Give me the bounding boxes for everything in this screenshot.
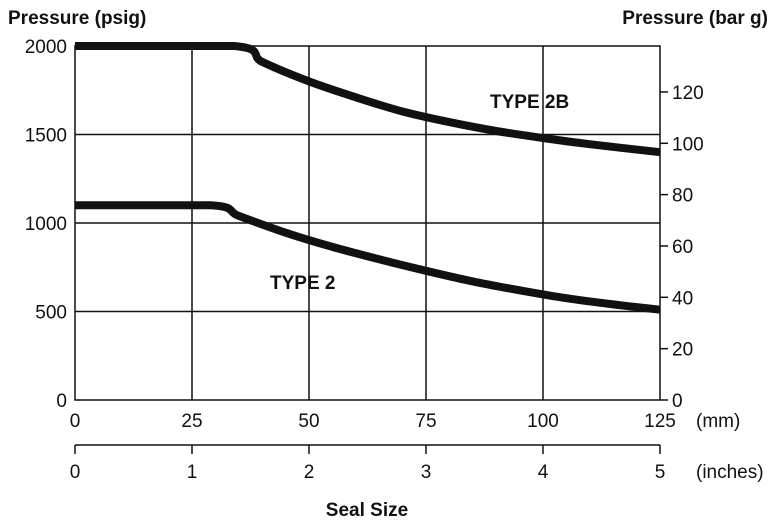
x-mm-tick-label: 100: [527, 411, 559, 432]
x-mm-tick-label: 125: [644, 411, 676, 432]
series-line-type-2: [75, 201, 661, 314]
x-inches-tick-label: 1: [187, 462, 198, 483]
y-right-axis-title: Pressure (bar g): [622, 8, 768, 29]
x-inches-tick-label: 4: [538, 462, 549, 483]
x-mm-tick-label: 25: [181, 411, 202, 432]
series-lines: [75, 42, 661, 314]
series-label-type-2b: TYPE 2B: [490, 92, 569, 113]
y-right-tick-label: 100: [672, 134, 704, 155]
y-left-tick-label: 1000: [25, 214, 67, 235]
y-left-tick-label: 500: [35, 303, 67, 324]
series-label-type-2: TYPE 2: [270, 273, 335, 294]
x-mm-unit-label: (mm): [696, 411, 740, 432]
x-inches-tick-label: 0: [70, 462, 81, 483]
y-right-tick-label: 20: [672, 340, 693, 361]
y-left-axis-title: Pressure (psig): [8, 8, 146, 29]
x-axis-title: Seal Size: [326, 500, 408, 521]
y-left-tick-label: 1500: [25, 126, 67, 147]
y-right-tick-label: 80: [672, 186, 693, 207]
x-mm-tick-label: 75: [415, 411, 436, 432]
grid: [74, 45, 661, 401]
y-right-tick-label: 0: [672, 391, 683, 412]
series-line-type-2b: [75, 42, 661, 157]
y-right-tick-label: 40: [672, 288, 693, 309]
y-left-tick-label: 0: [56, 391, 67, 412]
y-right-tick-label: 60: [672, 237, 693, 258]
x-inches-tick-label: 3: [421, 462, 432, 483]
x-inches-tick-label: 2: [304, 462, 315, 483]
x-inches-tick-label: 5: [655, 462, 666, 483]
y-left-tick-label: 2000: [25, 37, 67, 58]
x-mm-tick-label: 0: [70, 411, 81, 432]
y-right-tick-label: 120: [672, 83, 704, 104]
x-inches-unit-label: (inches): [696, 462, 764, 483]
x-mm-tick-label: 50: [298, 411, 319, 432]
